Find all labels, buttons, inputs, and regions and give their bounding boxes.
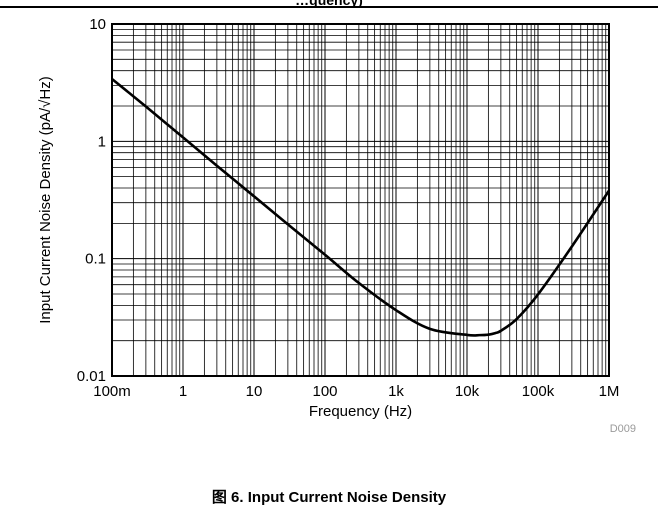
y-tick-label: 1 bbox=[98, 133, 106, 150]
x-tick-label: 100k bbox=[522, 383, 555, 400]
y-tick-label: 0.01 bbox=[77, 368, 106, 385]
plot-frame bbox=[111, 23, 610, 377]
y-tick-label: 10 bbox=[89, 16, 106, 33]
x-tick-label: 100 bbox=[312, 383, 337, 400]
y-tick-labels: 0.01 0.1 1 10 bbox=[77, 16, 106, 385]
x-tick-label: 1M bbox=[599, 383, 620, 400]
figure-code: D009 bbox=[610, 423, 636, 435]
figure-caption: 图 6. Input Current Noise Density bbox=[211, 489, 447, 506]
y-tick-label: 0.1 bbox=[85, 251, 106, 268]
top-rule bbox=[0, 6, 658, 8]
noise-density-curve bbox=[111, 77, 611, 337]
x-tick-labels: 100m 1 10 100 1k 10k 100k 1M bbox=[93, 383, 619, 400]
x-tick-label: 1 bbox=[179, 383, 187, 400]
x-axis-label: Frequency (Hz) bbox=[309, 403, 412, 420]
x-tick-label: 10k bbox=[455, 383, 480, 400]
x-tick-label: 10 bbox=[246, 383, 263, 400]
y-axis-label: Input Current Noise Density (pA/√Hz) bbox=[37, 76, 54, 324]
x-tick-label: 1k bbox=[388, 383, 404, 400]
x-tick-label: 100m bbox=[93, 383, 131, 400]
clipped-figure-title: …quency) bbox=[295, 0, 363, 8]
plot-border bbox=[111, 23, 610, 377]
series bbox=[111, 77, 611, 337]
grid bbox=[112, 24, 609, 376]
